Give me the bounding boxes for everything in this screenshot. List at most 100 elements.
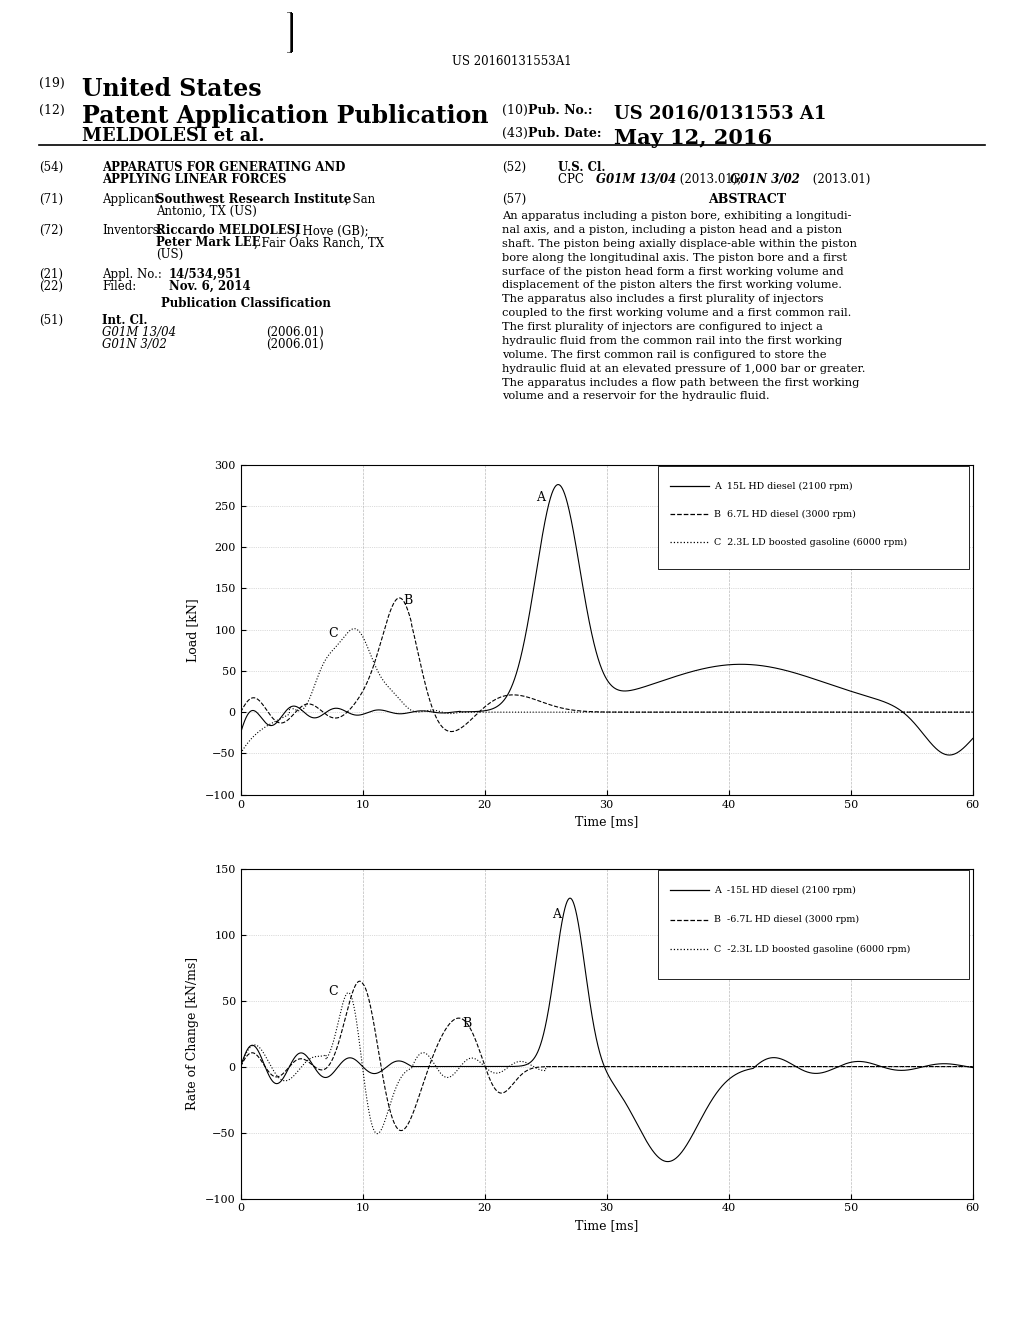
Bar [287,13,292,50]
Bar [287,13,288,50]
Bar [287,13,290,50]
Bar [287,13,289,50]
Bar [287,13,289,50]
Bar [287,13,289,50]
Text: Publication Classification: Publication Classification [161,297,331,310]
Text: hydraulic fluid at an elevated pressure of 1,000 bar or greater.: hydraulic fluid at an elevated pressure … [502,363,865,374]
Text: B  6.7L HD diesel (3000 rpm): B 6.7L HD diesel (3000 rpm) [715,510,856,519]
Text: (2006.01): (2006.01) [266,338,324,351]
Bar [287,13,288,50]
Text: May 12, 2016: May 12, 2016 [614,128,772,148]
Bar [287,13,291,50]
Text: Filed:: Filed: [102,280,136,293]
Text: (12): (12) [39,104,65,117]
Bar [287,13,290,50]
Bar [287,13,291,50]
Text: The apparatus includes a flow path between the first working: The apparatus includes a flow path betwe… [502,378,859,388]
Bar [287,13,288,50]
Text: nal axis, and a piston, including a piston head and a piston: nal axis, and a piston, including a pist… [502,224,842,235]
Bar [287,13,288,50]
Text: Nov. 6, 2014: Nov. 6, 2014 [169,280,251,293]
Text: Riccardo MELDOLESI: Riccardo MELDOLESI [156,224,300,238]
Bar [287,13,290,50]
Bar [287,13,289,50]
Bar [287,13,291,50]
Bar [287,13,290,50]
Bar [287,13,288,50]
Bar [287,13,290,50]
Bar [287,13,288,50]
FancyBboxPatch shape [658,870,969,979]
Text: Inventors:: Inventors: [102,224,163,238]
Bar [287,13,288,50]
Bar [287,13,290,50]
Text: US 2016/0131553 A1: US 2016/0131553 A1 [614,104,826,123]
Bar [287,13,290,50]
Bar [287,13,288,50]
Text: C  2.3L LD boosted gasoline (6000 rpm): C 2.3L LD boosted gasoline (6000 rpm) [715,537,907,546]
Text: Applicant:: Applicant: [102,193,164,206]
Bar [287,13,288,50]
Bar [287,13,289,50]
Bar [287,13,289,50]
Bar [287,13,289,50]
Bar [287,13,290,50]
Bar [287,13,292,50]
Bar [287,13,290,50]
Bar [287,13,289,50]
Bar [287,13,290,50]
Bar [287,13,291,50]
Bar [287,13,289,50]
Bar [287,13,290,50]
Bar [287,13,289,50]
Bar [287,13,288,50]
Bar [287,13,289,50]
Bar [287,13,291,50]
Text: A  -15L HD diesel (2100 rpm): A -15L HD diesel (2100 rpm) [715,886,856,895]
Bar [287,13,288,50]
Bar [287,13,290,50]
Bar [287,13,288,50]
Bar [287,13,292,50]
Bar [287,13,289,50]
Bar [287,13,291,50]
Bar [287,13,290,50]
Text: The apparatus also includes a first plurality of injectors: The apparatus also includes a first plur… [502,294,823,305]
Bar [287,13,290,50]
Bar [287,13,290,50]
Bar [287,13,291,50]
Bar [287,13,289,50]
Bar [287,13,290,50]
Bar [287,13,289,50]
Bar [287,13,291,50]
Bar [287,13,290,50]
Bar [287,13,291,50]
Bar [287,13,290,50]
Bar [287,13,289,50]
X-axis label: Time [ms]: Time [ms] [575,1218,638,1232]
Bar [287,13,291,50]
Text: B: B [463,1016,472,1030]
Text: CPC: CPC [558,173,592,186]
Text: 14/534,951: 14/534,951 [169,268,243,281]
Bar [287,13,289,50]
Text: G01N 3/02: G01N 3/02 [102,338,167,351]
Bar [287,13,291,50]
Bar [287,13,290,50]
Bar [287,13,290,50]
Text: G01N 3/02: G01N 3/02 [730,173,800,186]
Text: C: C [329,985,338,998]
Text: (54): (54) [39,161,63,174]
X-axis label: Time [ms]: Time [ms] [575,814,638,828]
Bar [287,13,289,50]
Text: (2013.01);: (2013.01); [676,173,745,186]
Bar [287,13,290,50]
Bar [287,13,290,50]
Bar [287,13,289,50]
Text: shaft. The piston being axially displace-able within the piston: shaft. The piston being axially displace… [502,239,857,249]
Text: G01M 13/04: G01M 13/04 [596,173,676,186]
Text: Appl. No.:: Appl. No.: [102,268,162,281]
Bar [287,13,290,50]
Bar [287,13,288,50]
Bar [287,13,289,50]
